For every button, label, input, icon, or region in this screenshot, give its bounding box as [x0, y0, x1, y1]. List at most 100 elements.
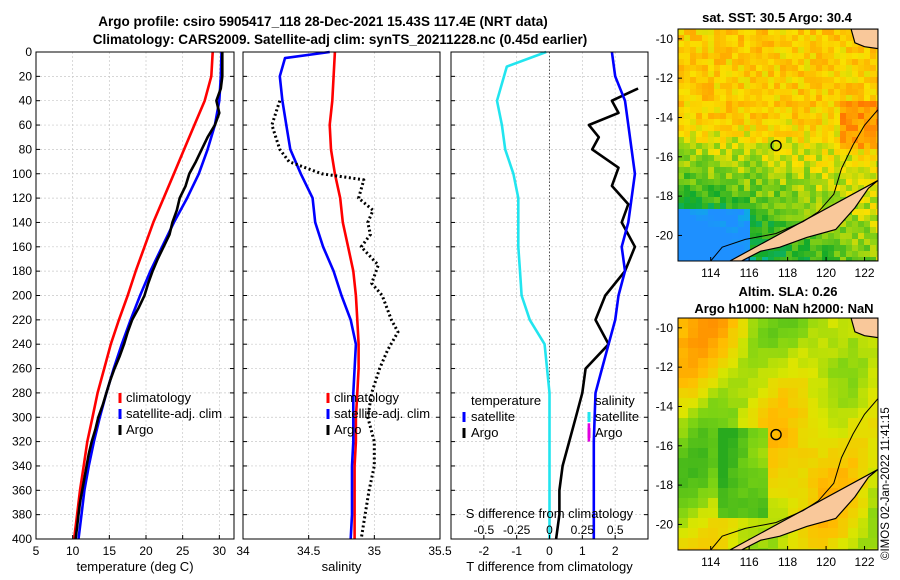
sla-map-cell [858, 538, 869, 549]
sst-map-cell [696, 65, 703, 72]
sst-map-cell [852, 257, 859, 261]
sla-map-cell [688, 408, 699, 419]
sst-map-cell [738, 47, 745, 54]
sst-map-cell [726, 59, 733, 66]
sst-map-cell [678, 149, 685, 156]
sla-map-ytick-label: -20 [656, 517, 674, 531]
sla-map-cell [698, 448, 709, 459]
sla-map-cell [718, 408, 729, 419]
sst-map-cell [720, 137, 727, 144]
sst-map-cell [732, 185, 739, 192]
sst-map-cell [780, 209, 787, 216]
sst-map-cell [738, 191, 745, 198]
sst-map-cell [732, 221, 739, 228]
sla-map-cell [838, 378, 849, 389]
sla-map-cell [688, 488, 699, 499]
sla-map-cell [848, 498, 859, 509]
sla-map-cell [748, 348, 759, 359]
sla-map-cell [728, 508, 739, 519]
sla-map-cell [828, 528, 839, 539]
sst-map-cell [714, 251, 721, 258]
sst-map-cell [834, 239, 841, 246]
sst-map-cell [726, 119, 733, 126]
sst-map-cell [684, 215, 691, 222]
sst-map-cell [876, 179, 878, 186]
sst-map-cell [690, 239, 697, 246]
sst-map-cell [792, 245, 799, 252]
sla-map-cell [718, 448, 729, 459]
sla-map-cell [788, 448, 799, 459]
sst-map-cell [870, 215, 877, 222]
sla-map-cell [748, 398, 759, 409]
sst-map-cell [810, 119, 817, 126]
sst-map-cell [756, 53, 763, 60]
sla-map-cell [798, 468, 809, 479]
sla-map-cell [698, 488, 709, 499]
sst-map-cell [858, 221, 865, 228]
sla-map-cell [758, 488, 769, 499]
sst-map-cell [708, 71, 715, 78]
sla-map-cell [768, 348, 779, 359]
sst-map-cell [756, 71, 763, 78]
sst-map-cell [858, 173, 865, 180]
sst-map-cell [864, 245, 871, 252]
sst-map-cell [714, 131, 721, 138]
sst-map-cell [726, 185, 733, 192]
sla-map-cell [708, 518, 719, 529]
sst-map-cell [696, 221, 703, 228]
sst-map-cell [762, 89, 769, 96]
sst-map-cell [864, 227, 871, 234]
sst-map-cell [726, 53, 733, 60]
sst-map-cell [750, 95, 757, 102]
sst-map-cell [744, 161, 751, 168]
sla-map-cell [758, 368, 769, 379]
sla-map-cell [718, 398, 729, 409]
sla-map-cell [748, 368, 759, 379]
sla-map-cell [828, 468, 839, 479]
sst-map-cell [702, 83, 709, 90]
sla-map-cell [728, 458, 739, 469]
sla-map-cell [708, 388, 719, 399]
sst-map-cell [822, 257, 829, 261]
sst-map-cell [846, 221, 853, 228]
sst-map-cell [762, 59, 769, 66]
salinity-legend-label: satellite-adj. clim [334, 406, 430, 421]
sst-map-cell [708, 173, 715, 180]
sst-map-cell [852, 155, 859, 162]
sst-map-cell [810, 77, 817, 84]
sst-map-cell [678, 83, 685, 90]
sst-map-cell [738, 203, 745, 210]
sla-map-cell [788, 338, 799, 349]
sla-map-cell [698, 418, 709, 429]
sst-map-cell [798, 65, 805, 72]
sst-map-cell [696, 83, 703, 90]
sla-map-cell [808, 318, 819, 329]
sla-map-cell [738, 348, 749, 359]
sst-map-cell [726, 89, 733, 96]
sst-map-cell [870, 95, 877, 102]
sst-map-cell [774, 185, 781, 192]
sst-map-cell [768, 29, 775, 36]
depth-tick-label: 220 [12, 313, 32, 327]
sla-map-cell [778, 358, 789, 369]
sst-map-cell [876, 185, 878, 192]
sla-map-cell [808, 538, 819, 549]
sst-map-cell [804, 107, 811, 114]
sla-map-cell [778, 488, 789, 499]
sst-map-cell [840, 29, 847, 36]
sla-map-cell [758, 498, 769, 509]
sst-map-cell [846, 173, 853, 180]
sst-map-cell [762, 149, 769, 156]
sst-map-cell [684, 119, 691, 126]
sst-map-cell [708, 185, 715, 192]
sst-map-cell [720, 47, 727, 54]
sst-map-cell [798, 47, 805, 54]
sla-map-cell [678, 378, 689, 389]
sst-map-cell [840, 71, 847, 78]
sst-map-cell [870, 191, 877, 198]
sla-map-cell [868, 438, 878, 449]
sst-map-cell [744, 83, 751, 90]
sst-map-cell [738, 113, 745, 120]
sst-map-cell [864, 89, 871, 96]
difference-xtick-label: -1 [511, 544, 522, 558]
